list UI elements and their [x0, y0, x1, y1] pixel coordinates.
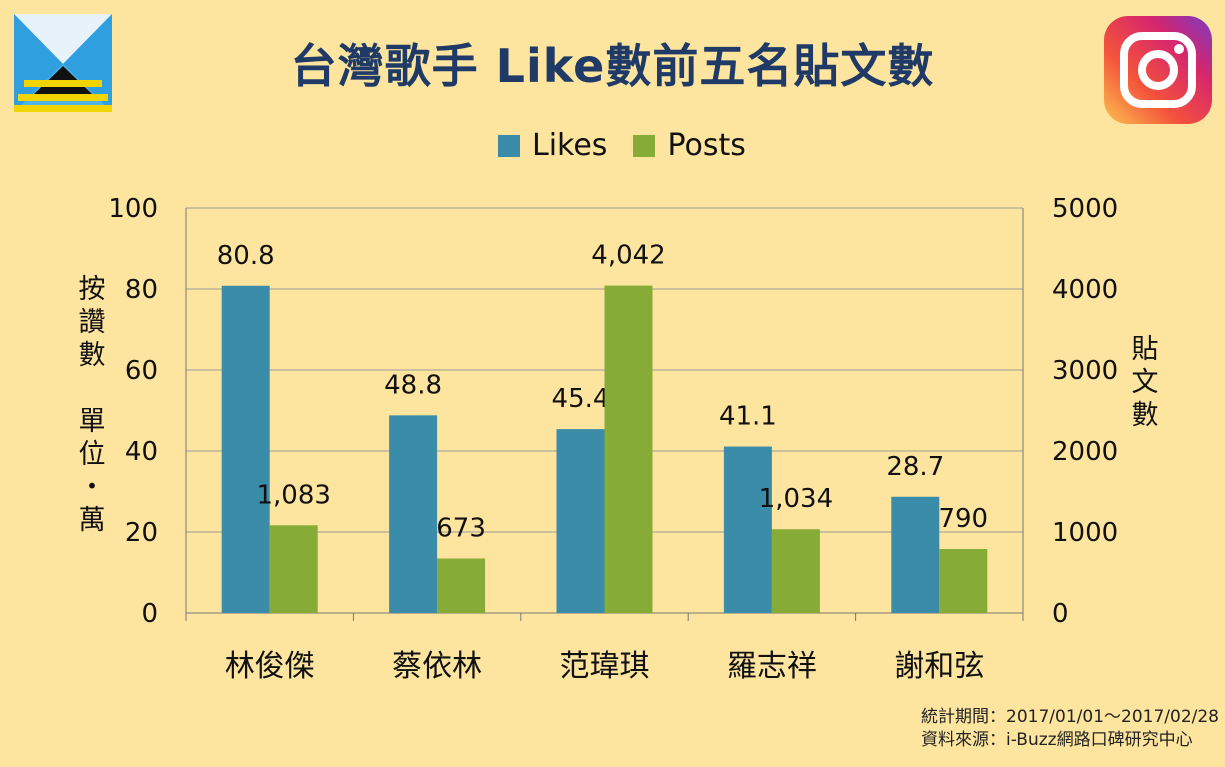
footer-period: 統計期間：2017/01/01～2017/02/28 [921, 707, 1219, 727]
y-left-axis-title-char: 萬 [79, 505, 106, 536]
bar-likes [389, 415, 438, 613]
data-label-likes: 45.4 [552, 384, 610, 414]
y-right-tick-label: 4000 [1052, 275, 1118, 305]
instagram-icon [1104, 16, 1212, 124]
data-label-posts: 673 [436, 513, 486, 543]
data-label-posts: 4,042 [591, 241, 665, 271]
data-label-likes: 80.8 [217, 241, 275, 271]
y-right-tick-label: 5000 [1052, 194, 1118, 224]
y-right-tick-label: 2000 [1052, 437, 1118, 467]
bar-posts [437, 558, 486, 613]
x-tick-label: 蔡依林 [392, 649, 482, 684]
y-left-axis-title-char: 數 [79, 340, 106, 371]
y-right-axis-title-char: 文 [1132, 367, 1159, 398]
chart-footer: 統計期間：2017/01/01～2017/02/28 資料來源：i-Buzz網路… [921, 706, 1219, 752]
data-label-likes: 28.7 [886, 452, 944, 482]
legend-item-posts: Posts [633, 128, 746, 163]
data-label-likes: 41.1 [719, 402, 777, 432]
ibuzz-logo-icon [14, 14, 112, 112]
bar-likes [556, 429, 605, 613]
legend-item-likes: Likes [498, 128, 607, 163]
x-tick-label: 謝和弦 [894, 649, 984, 684]
y-left-axis-title-char: 按 [79, 274, 106, 305]
y-right-tick-label: 0 [1052, 599, 1069, 629]
chart-legend: Likes Posts [498, 128, 772, 163]
footer-source: 資料來源：i-Buzz網路口碑研究中心 [921, 730, 1193, 750]
y-left-axis-title-char: 位 [79, 439, 106, 470]
bar-posts [269, 525, 318, 613]
x-tick-label: 羅志祥 [727, 649, 817, 684]
y-left-tick-label: 20 [125, 518, 158, 548]
legend-swatch-likes [498, 134, 520, 157]
data-label-posts: 790 [938, 504, 988, 534]
y-right-tick-label: 1000 [1052, 518, 1118, 548]
x-tick-label: 林俊傑 [225, 649, 315, 684]
y-left-tick-label: 100 [108, 194, 158, 224]
bar-likes [891, 496, 940, 613]
bar-likes [723, 446, 772, 613]
data-label-posts: 1,083 [256, 480, 330, 510]
page-title: 台灣歌手 Like數前五名貼文數 [290, 39, 935, 93]
bar-posts [604, 285, 653, 613]
y-right-axis-title-char: 貼 [1132, 334, 1159, 365]
legend-label-posts: Posts [667, 128, 746, 163]
y-left-tick-label: 80 [125, 275, 158, 305]
bar-posts [771, 529, 820, 613]
y-left-axis-title-char: 單 [79, 406, 106, 437]
bar-likes [221, 285, 270, 613]
y-right-tick-label: 3000 [1052, 356, 1118, 386]
y-left-tick-label: 60 [125, 356, 158, 386]
x-tick-label: 范瑋琪 [560, 649, 650, 684]
bar-posts [939, 549, 988, 613]
data-label-likes: 48.8 [384, 370, 442, 400]
y-left-axis-title-char: ・ [79, 472, 106, 503]
y-right-axis-title-char: 數 [1132, 400, 1159, 431]
y-left-tick-label: 40 [125, 437, 158, 467]
legend-swatch-posts [633, 134, 656, 157]
y-left-axis-title-char: 讚 [79, 307, 106, 338]
legend-label-likes: Likes [532, 128, 608, 163]
data-label-posts: 1,034 [759, 484, 833, 514]
y-left-tick-label: 0 [141, 599, 158, 629]
